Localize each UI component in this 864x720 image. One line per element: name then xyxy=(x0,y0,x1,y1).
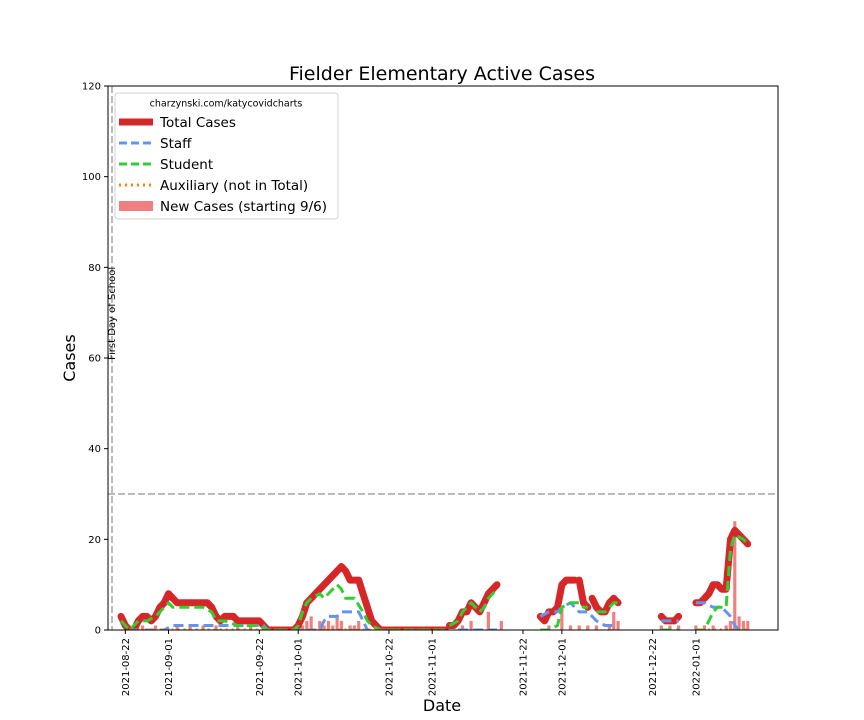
student-line xyxy=(448,588,499,627)
new-cases-bar xyxy=(594,625,599,630)
new-cases-bar xyxy=(616,620,620,630)
x-tick-label: 2021-11-22 xyxy=(518,638,529,696)
new-cases-bar xyxy=(201,625,205,630)
plot-area: First Day of School xyxy=(107,86,778,630)
new-cases-bar xyxy=(214,625,218,630)
new-cases-bar xyxy=(357,620,361,630)
new-cases-bar xyxy=(733,521,737,630)
x-tick-label: 2021-10-01 xyxy=(294,638,305,696)
new-cases-bar xyxy=(486,611,490,630)
new-cases-bar xyxy=(737,616,741,630)
y-tick-label: 100 xyxy=(82,172,101,183)
student-line xyxy=(695,533,749,630)
new-cases-bar xyxy=(460,625,465,630)
new-cases-bar xyxy=(741,620,746,630)
x-axis-label: Date xyxy=(423,696,461,715)
new-cases-bar xyxy=(188,625,192,630)
chart-title: Fielder Elementary Active Cases xyxy=(289,63,595,85)
total-cases-line xyxy=(536,576,579,625)
legend-title: charzynski.com/katycovidcharts xyxy=(150,99,303,110)
new-cases-bar xyxy=(499,620,503,630)
x-tick-label: 2021-11-01 xyxy=(428,638,439,696)
axes: 0 20 40 60 80 100 120 2021-08-22 2021-09-01 2021-… xyxy=(82,82,702,697)
legend: charzynski.com/katycovidcharts Total Case… xyxy=(114,92,339,220)
new-cases-bar xyxy=(568,625,573,630)
total-cases-line xyxy=(692,526,752,607)
y-tick-label: 40 xyxy=(88,444,101,455)
new-cases-bar xyxy=(175,625,179,630)
x-tick-label: 2021-10-22 xyxy=(384,638,395,696)
new-cases-bar xyxy=(702,625,707,630)
total-cases-line xyxy=(117,563,449,630)
new-cases-bar xyxy=(547,625,551,630)
new-cases-bar xyxy=(309,616,313,630)
x-tick-label: 2021-12-22 xyxy=(648,638,659,696)
new-cases-bar xyxy=(668,625,672,630)
legend-label: Auxiliary (not in Total) xyxy=(160,178,308,194)
x-tick-label: 2021-08-22 xyxy=(121,638,132,696)
y-tick-label: 20 xyxy=(88,535,101,546)
new-cases-bar xyxy=(659,625,663,630)
total-cases-line xyxy=(575,576,592,611)
legend-label: New Cases (starting 9/6) xyxy=(160,199,327,215)
new-cases-bar xyxy=(711,625,715,630)
new-cases-bar xyxy=(577,625,581,630)
y-tick-label: 0 xyxy=(95,626,101,637)
new-cases-bar xyxy=(560,607,564,630)
new-cases-bar xyxy=(676,625,681,630)
student-line xyxy=(540,601,588,630)
new-cases-bar xyxy=(335,616,339,630)
new-cases-bar xyxy=(352,625,356,630)
new-cases-bar xyxy=(746,620,750,630)
new-cases-bar xyxy=(469,620,473,630)
student-line xyxy=(119,583,446,630)
new-cases-bar xyxy=(694,625,698,630)
y-tick-label: 60 xyxy=(88,354,101,365)
plot-clip-group xyxy=(108,86,778,630)
x-tick-label: 2021-09-22 xyxy=(255,638,266,696)
new-cases-bar xyxy=(140,625,145,630)
y-axis-label: Cases xyxy=(60,334,79,382)
new-cases-bar xyxy=(612,611,616,630)
first-day-label: First Day of School xyxy=(107,267,118,360)
new-cases-bar xyxy=(300,625,305,630)
new-cases-bar xyxy=(586,625,590,630)
legend-swatch-new-cases xyxy=(119,201,153,211)
new-cases-bar xyxy=(728,620,733,630)
new-cases-bar xyxy=(331,625,335,630)
new-cases-bar xyxy=(305,620,309,630)
new-cases-bar xyxy=(318,620,322,630)
staff-line xyxy=(695,601,741,630)
staff-line xyxy=(129,610,446,630)
new-cases-bar xyxy=(724,625,728,630)
x-tick-label: 2021-12-01 xyxy=(557,638,568,696)
new-cases-bar xyxy=(326,620,331,630)
new-cases-bar xyxy=(322,625,326,630)
x-tick-label: 2022-01-01 xyxy=(691,638,702,696)
new-cases-bar xyxy=(236,625,240,630)
y-tick-label: 80 xyxy=(88,263,101,274)
total-cases-line xyxy=(588,594,622,616)
legend-label: Staff xyxy=(160,136,192,152)
legend-label: Student xyxy=(160,157,213,173)
new-cases-bar xyxy=(249,625,253,630)
new-cases-bar xyxy=(153,625,158,630)
new-cases-bar xyxy=(339,620,344,630)
y-tick-label: 120 xyxy=(82,82,101,93)
new-cases-bar xyxy=(348,625,352,630)
legend-box xyxy=(114,92,339,220)
x-tick-label: 2021-09-01 xyxy=(164,638,175,696)
student-line xyxy=(596,601,619,614)
legend-label: Total Cases xyxy=(159,115,236,131)
new-cases-bar xyxy=(607,625,612,630)
